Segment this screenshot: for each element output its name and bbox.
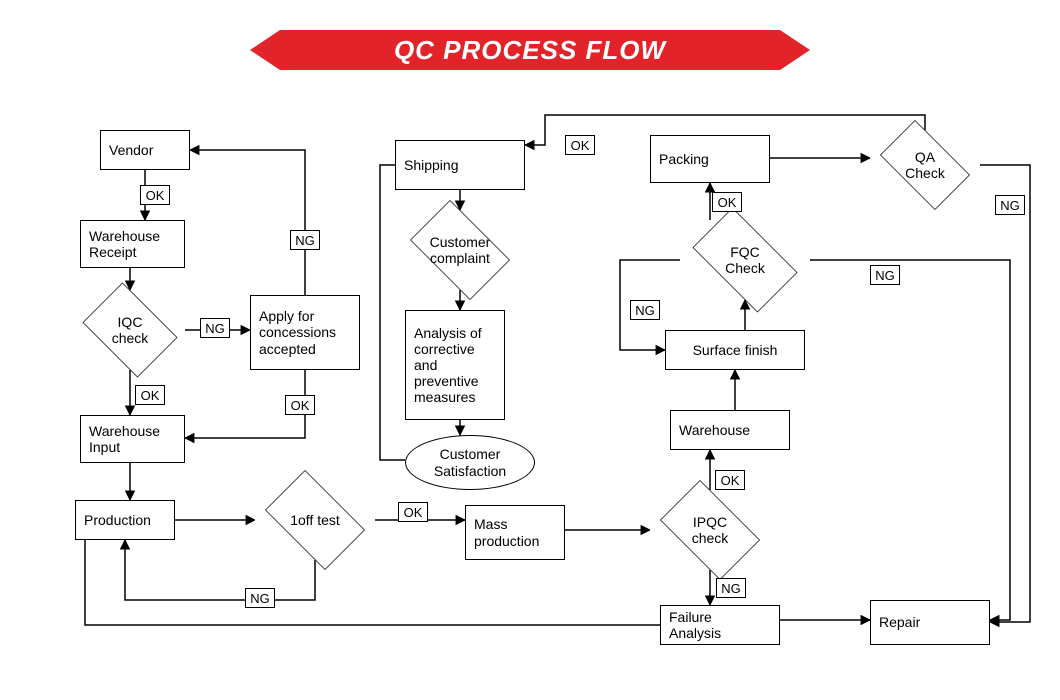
edge-label-ok: OK (715, 470, 745, 490)
node-complaint-label: Customer complaint (430, 234, 491, 266)
node-surface-label: Surface finish (693, 342, 778, 358)
node-wh_input-label: Warehouse Input (89, 423, 160, 455)
edge-label-ng: NG (200, 318, 230, 338)
title-banner: QC PROCESS FLOW (280, 30, 780, 70)
node-satisfaction: Customer Satisfaction (405, 435, 535, 490)
node-warehouse: Warehouse (670, 410, 790, 450)
node-satisfaction-label: Customer Satisfaction (434, 446, 506, 478)
node-wh_input: Warehouse Input (80, 415, 185, 463)
edge-label-ok: OK (398, 502, 428, 522)
node-fqc: FQC Check (680, 220, 810, 300)
node-fqc-label: FQC Check (725, 244, 765, 276)
edge-label-ok: OK (135, 385, 165, 405)
node-complaint: Customer complaint (400, 210, 520, 290)
edge-label-ng: NG (870, 265, 900, 285)
edge-label-ok: OK (712, 192, 742, 212)
node-qa_check: QA Check (870, 130, 980, 200)
edge-label-ok: OK (565, 135, 595, 155)
edge-label-ng: NG (290, 230, 320, 250)
node-repair-label: Repair (879, 614, 920, 630)
node-packing-label: Packing (659, 151, 709, 167)
node-vendor-label: Vendor (109, 142, 153, 158)
node-mass_prod-label: Mass production (474, 516, 539, 548)
node-warehouse-label: Warehouse (679, 422, 750, 438)
node-repair: Repair (870, 600, 990, 645)
node-packing: Packing (650, 135, 770, 183)
node-analysis: Analysis of corrective and preventive me… (405, 310, 505, 420)
node-failure-label: Failure Analysis (669, 609, 721, 641)
node-concession-label: Apply for concessions accepted (259, 308, 336, 356)
node-iqc: IQC check (75, 290, 185, 370)
node-analysis-label: Analysis of corrective and preventive me… (414, 325, 482, 405)
edge-label-ng: NG (245, 588, 275, 608)
node-off_test-label: 1off test (290, 512, 340, 528)
node-shipping-label: Shipping (404, 157, 459, 173)
node-failure: Failure Analysis (660, 605, 780, 645)
node-wh_receipt: Warehouse Receipt (80, 220, 185, 268)
node-production-label: Production (84, 512, 151, 528)
title-text: QC PROCESS FLOW (394, 35, 666, 66)
node-qa_check-label: QA Check (905, 149, 945, 181)
node-iqc-label: IQC check (112, 314, 149, 346)
node-concession: Apply for concessions accepted (250, 295, 360, 370)
edge-label-ng: NG (995, 195, 1025, 215)
node-surface: Surface finish (665, 330, 805, 370)
node-shipping: Shipping (395, 140, 525, 190)
title-banner-wrap: QC PROCESS FLOW (0, 30, 1060, 70)
qc-process-flow-diagram: QC PROCESS FLOW Vendor Warehouse Receipt I… (0, 0, 1060, 700)
node-off_test: 1off test (255, 480, 375, 560)
node-ipqc: IPQC check (650, 490, 770, 570)
edge-label-ok: OK (140, 185, 170, 205)
edge-label-ng: NG (630, 300, 660, 320)
node-production: Production (75, 500, 175, 540)
node-mass_prod: Mass production (465, 505, 565, 560)
node-wh_receipt-label: Warehouse Receipt (89, 228, 160, 260)
edge-label-ng: NG (716, 578, 746, 598)
edge-label-ok: OK (285, 395, 315, 415)
node-vendor: Vendor (100, 130, 190, 170)
node-ipqc-label: IPQC check (692, 514, 729, 546)
